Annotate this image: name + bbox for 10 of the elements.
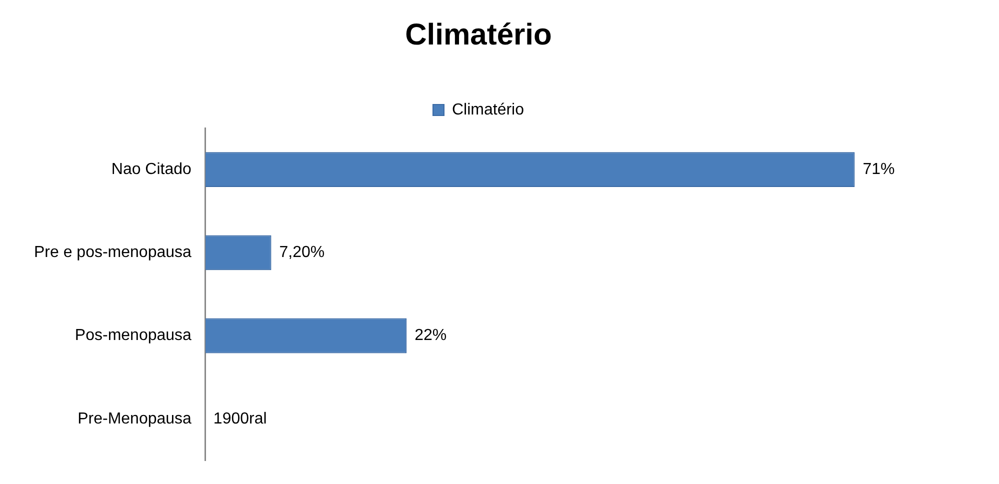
data-label: 7,20% — [279, 244, 325, 262]
chart-title: Climatério — [405, 18, 552, 52]
data-label: 71% — [862, 160, 895, 178]
y-tick-label: Pre e pos-menopausa — [34, 244, 192, 262]
y-tick-label: Pos-menopausa — [74, 327, 192, 344]
y-tick-label: Pre-Menopausa — [78, 410, 192, 428]
data-label: 22% — [414, 327, 447, 344]
legend-label: Climatério — [452, 101, 524, 118]
text: 1900ral — [213, 410, 267, 428]
y-tick-label: Nao Citado — [111, 160, 192, 178]
